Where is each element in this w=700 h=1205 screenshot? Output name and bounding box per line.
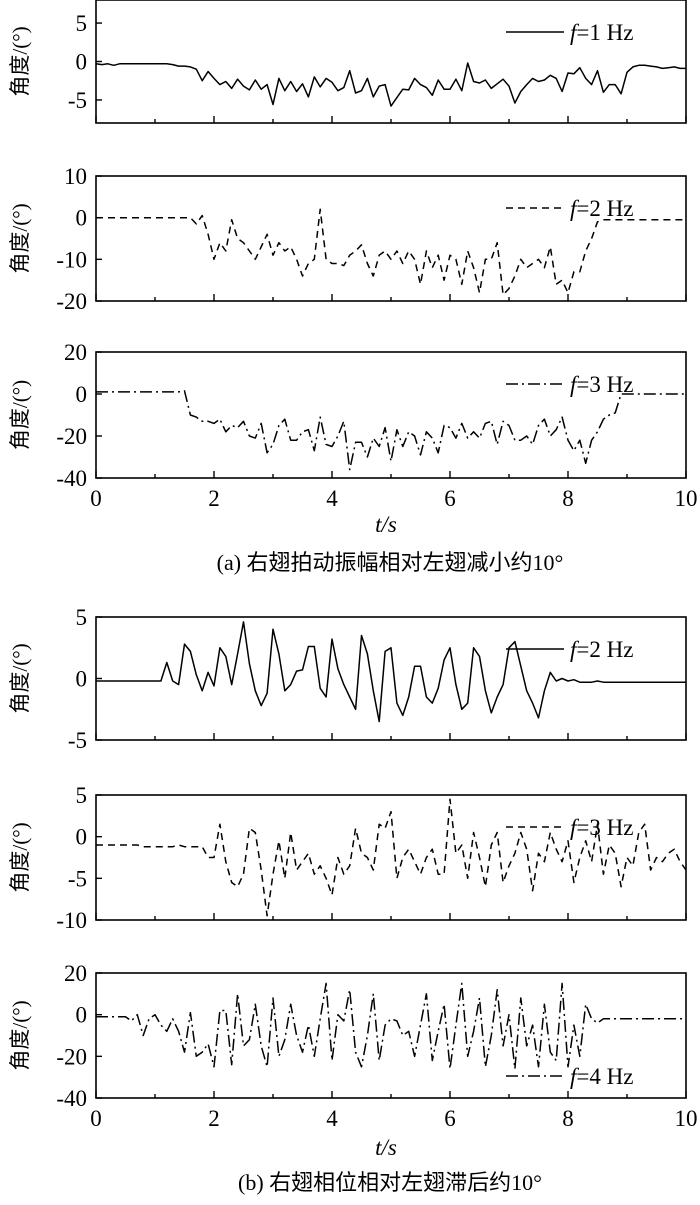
y-tick-label: -10 xyxy=(56,908,87,933)
y-tick-label: -20 xyxy=(56,424,87,449)
y-tick-label: -20 xyxy=(56,1044,87,1069)
plot-frame xyxy=(95,616,687,741)
x-tick-label: 4 xyxy=(326,486,338,511)
x-tick-label: 0 xyxy=(90,1106,102,1131)
x-tick-label: 6 xyxy=(444,486,456,511)
legend-label: f=2 Hz xyxy=(570,196,633,221)
x-tick-label: 4 xyxy=(326,1106,338,1131)
x-axis-label-b: t/s xyxy=(375,1135,397,1160)
x-tick-label: 2 xyxy=(208,1106,220,1131)
y-tick-label: 0 xyxy=(76,50,88,75)
series-line xyxy=(96,798,687,917)
x-tick-label: 8 xyxy=(562,486,574,511)
y-tick-label: -5 xyxy=(68,728,87,753)
series-line xyxy=(95,62,686,107)
x-tick-label: 6 xyxy=(444,1106,456,1131)
panel-1: -5 0 5 角度/(°) f=1 Hz xyxy=(8,0,687,124)
panel-3: -40 -20 0 20 0 2 4 6 8 10 角度/(°) f=3 Hz xyxy=(8,340,698,511)
y-tick-label: 0 xyxy=(76,825,88,850)
plot-frame xyxy=(95,175,687,302)
x-tick-label: 2 xyxy=(208,486,220,511)
legend-label: f=4 Hz xyxy=(570,1064,633,1089)
x-axis-label-a: t/s xyxy=(375,512,397,537)
legend-label: f=3 Hz xyxy=(570,372,633,397)
legend-label: f=1 Hz xyxy=(570,20,633,45)
y-tick-label: 0 xyxy=(76,667,88,692)
y-tick-label: 5 xyxy=(76,11,88,36)
caption-a: (a) 右翅拍动振幅相对左翅减小约10° xyxy=(217,550,564,575)
y-tick-label: -40 xyxy=(56,1086,87,1111)
y-axis-label: 角度/(°) xyxy=(8,643,32,713)
caption-b: (b) 右翅相位相对左翅滞后约10° xyxy=(238,1170,542,1195)
x-tick-label: 10 xyxy=(675,1106,698,1131)
panel-2: -20 -10 0 10 角度/(°) f=2 Hz xyxy=(8,164,687,314)
y-tick-label: 5 xyxy=(76,605,88,630)
series-line xyxy=(96,621,686,723)
y-tick-label: -20 xyxy=(56,289,87,314)
panels: -5 0 5 角度/(°) f=1 Hz -20 -10 0 10 角度/(°) f=2 Hz -40… xyxy=(8,0,698,1131)
x-tick-label: 8 xyxy=(562,1106,574,1131)
y-tick-label: 0 xyxy=(76,206,88,231)
y-tick-label: 0 xyxy=(76,382,88,407)
y-tick-label: -40 xyxy=(56,466,87,491)
y-axis-label: 角度/(°) xyxy=(8,380,32,450)
x-tick-label: 10 xyxy=(675,486,698,511)
y-tick-label: 20 xyxy=(64,961,87,986)
panel-5: -10 -5 0 5 角度/(°) f=3 Hz xyxy=(8,783,687,933)
y-tick-label: 5 xyxy=(76,783,88,808)
y-axis-label: 角度/(°) xyxy=(8,1000,32,1070)
series-line xyxy=(96,390,686,471)
y-tick-label: 0 xyxy=(76,1003,88,1028)
y-tick-label: -5 xyxy=(68,866,87,891)
y-axis-label: 角度/(°) xyxy=(8,822,32,892)
y-tick-label: 10 xyxy=(64,164,87,189)
y-axis-label: 角度/(°) xyxy=(8,203,32,273)
legend-label: f=3 Hz xyxy=(570,815,633,840)
x-tick-label: 0 xyxy=(90,486,102,511)
series-line xyxy=(96,982,686,1070)
panel-4: -5 0 5 角度/(°) f=2 Hz xyxy=(8,605,687,753)
y-axis-label: 角度/(°) xyxy=(8,26,32,96)
y-tick-label: -5 xyxy=(68,88,87,113)
y-tick-label: 20 xyxy=(64,340,87,365)
panel-6: -40 -20 0 20 0 2 4 6 8 10 角度/(°) f=4 Hz xyxy=(8,961,698,1131)
series-line xyxy=(96,208,686,296)
legend-label: f=2 Hz xyxy=(570,637,633,662)
y-tick-label: -10 xyxy=(56,247,87,272)
